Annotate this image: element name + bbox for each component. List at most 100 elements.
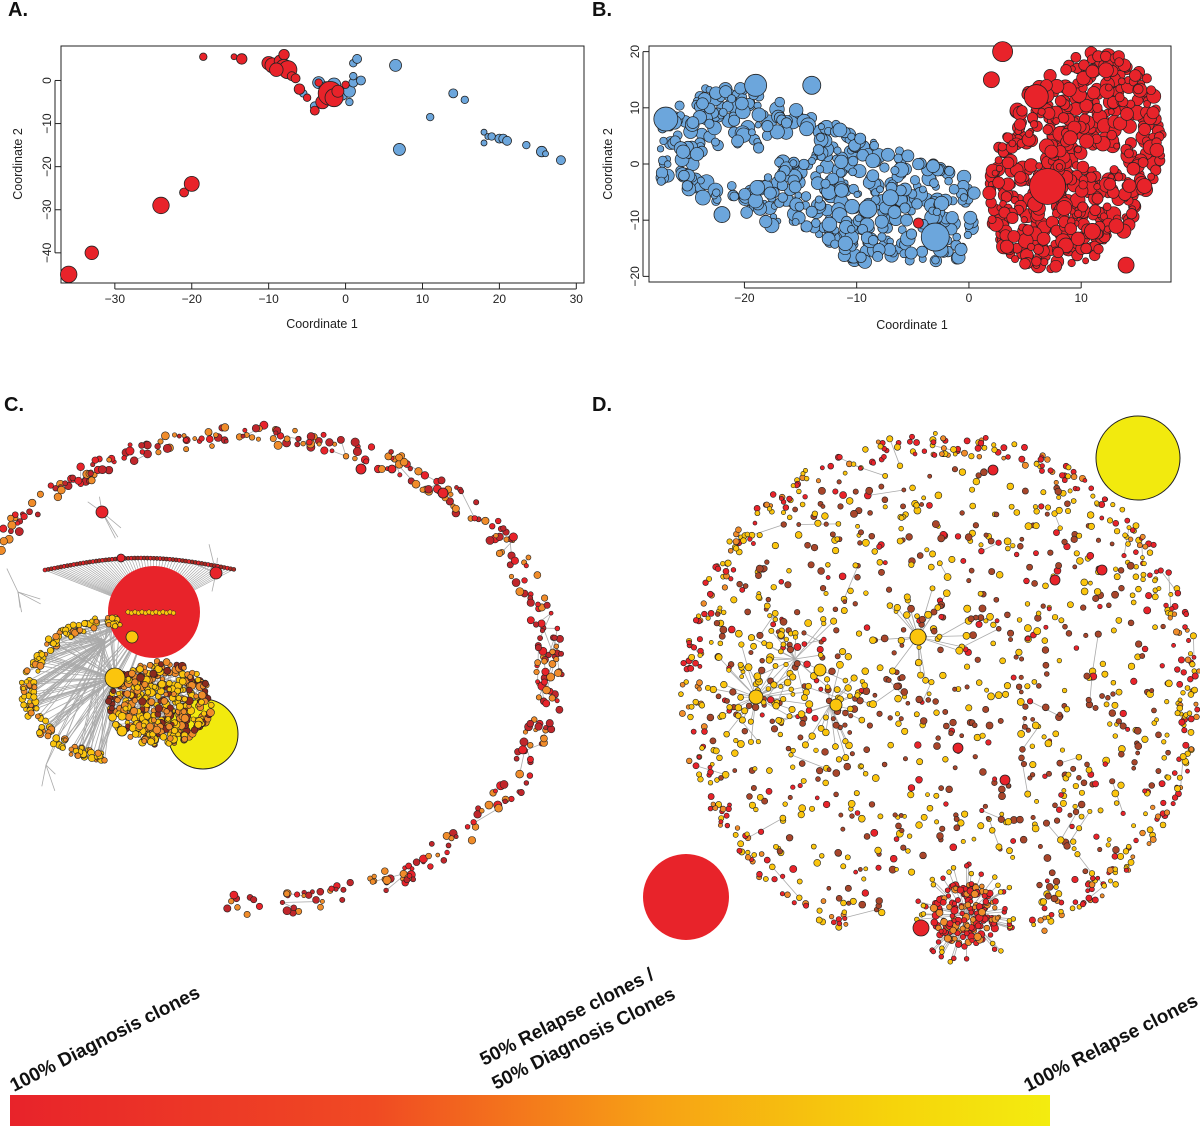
- network-node: [995, 539, 1002, 546]
- data-point-relapse: [844, 199, 860, 215]
- network-node: [953, 816, 960, 822]
- network-node: [554, 698, 560, 704]
- data-point-diagnosis: [1000, 191, 1012, 203]
- network-node: [1021, 723, 1028, 730]
- network-node: [1131, 759, 1138, 766]
- network-node: [69, 621, 77, 629]
- network-node: [790, 483, 796, 489]
- network-node: [1122, 848, 1130, 855]
- network-node: [970, 890, 979, 898]
- network-node: [952, 451, 958, 457]
- network-node: [152, 725, 162, 735]
- network-node: [786, 713, 793, 720]
- data-point-diagnosis: [1024, 129, 1034, 138]
- network-node: [548, 610, 554, 616]
- network-node: [31, 684, 38, 691]
- network-edge: [6, 568, 19, 593]
- network-node: [556, 635, 564, 643]
- network-node: [696, 686, 702, 692]
- network-node: [759, 657, 765, 664]
- data-point-relapse: [781, 117, 793, 129]
- network-node: [976, 453, 983, 460]
- network-node: [1161, 739, 1167, 745]
- network-node-medium: [387, 464, 397, 474]
- network-node: [1168, 592, 1174, 597]
- network-node: [687, 665, 695, 672]
- data-point-relapse: [867, 235, 879, 246]
- network-node: [1070, 838, 1077, 845]
- network-node: [510, 556, 519, 565]
- network-node: [1007, 629, 1015, 637]
- network-node: [692, 617, 700, 624]
- network-node: [1126, 561, 1135, 570]
- network-node: [728, 576, 734, 582]
- network-node: [548, 694, 556, 702]
- network-node: [975, 679, 983, 686]
- data-point-diagnosis: [1070, 231, 1086, 246]
- data-point-diagnosis: [1052, 246, 1064, 259]
- network-node: [494, 804, 503, 813]
- network-node: [750, 642, 757, 650]
- network-node: [718, 775, 724, 781]
- network-node: [1052, 730, 1060, 738]
- network-node: [779, 814, 787, 822]
- network-node: [181, 665, 187, 671]
- network-node: [994, 691, 1003, 699]
- network-node: [139, 449, 146, 455]
- network-node: [1094, 500, 1100, 506]
- network-node: [920, 813, 928, 821]
- network-node: [728, 625, 736, 634]
- network-node: [770, 725, 779, 733]
- network-node: [878, 483, 885, 490]
- network-node: [930, 439, 937, 446]
- network-node: [1177, 656, 1185, 664]
- network-node: [974, 922, 982, 930]
- network-node: [721, 609, 727, 616]
- network-node: [383, 887, 389, 894]
- network-node: [1033, 508, 1040, 515]
- network-node: [1097, 603, 1103, 610]
- data-point-relapse: [854, 132, 867, 145]
- network-node: [817, 606, 824, 613]
- network-node: [1087, 522, 1095, 530]
- network-node: [75, 622, 82, 629]
- network-node: [785, 745, 792, 752]
- network-node: [1127, 619, 1135, 627]
- network-node: [898, 674, 906, 681]
- network-node: [108, 705, 115, 712]
- network-node: [1146, 841, 1152, 847]
- network-node: [131, 730, 140, 738]
- network-node: [553, 656, 560, 663]
- network-node: [836, 920, 843, 927]
- network-node: [836, 660, 844, 669]
- network-node: [1101, 882, 1108, 889]
- network-node: [1076, 825, 1083, 832]
- network-node: [59, 745, 66, 751]
- network-node: [780, 641, 787, 648]
- network-node: [1178, 718, 1186, 726]
- data-point-diagnosis-large: [1029, 168, 1066, 205]
- network-node: [1024, 635, 1031, 642]
- panel-label-c: C.: [4, 394, 24, 416]
- network-edge: [39, 677, 116, 717]
- network-node: [964, 684, 970, 690]
- network-node: [744, 854, 752, 861]
- network-node: [979, 808, 985, 814]
- network-node-medium: [909, 628, 927, 646]
- network-node: [798, 804, 806, 813]
- plot-frame-a: [60, 45, 585, 284]
- network-node: [784, 891, 791, 898]
- network-node: [777, 731, 783, 738]
- network-node: [692, 762, 700, 770]
- network-node: [776, 848, 783, 855]
- network-node: [30, 693, 38, 701]
- network-node: [893, 443, 901, 451]
- network-node: [813, 859, 821, 867]
- network-node: [964, 533, 973, 541]
- network-node: [38, 723, 45, 731]
- network-node: [756, 871, 763, 878]
- network-node: [796, 522, 802, 527]
- data-point-relapse: [686, 116, 700, 129]
- network-node: [721, 584, 728, 591]
- data-point-diagnosis: [1020, 216, 1028, 224]
